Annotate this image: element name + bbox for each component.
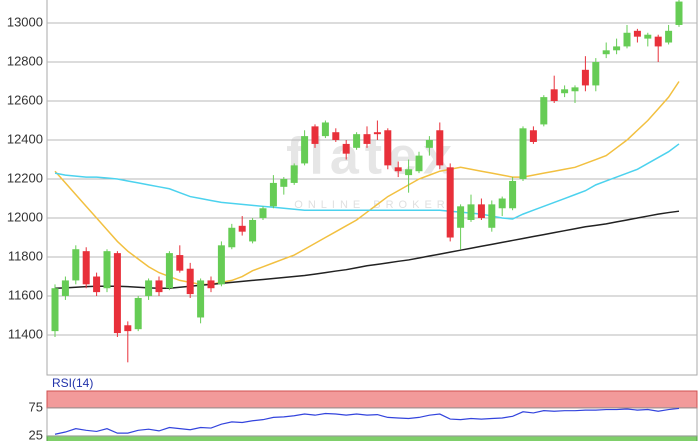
candle-body (103, 251, 111, 289)
candle-body (217, 245, 225, 285)
candle-body (529, 130, 537, 142)
candle-body (675, 1, 683, 25)
candle-body (186, 268, 194, 295)
candle-body (425, 140, 433, 148)
y-tick-label: 11600 (8, 287, 43, 302)
candle-body (280, 179, 288, 187)
candle-body (342, 143, 350, 154)
candle-body (155, 280, 163, 293)
candle-body (571, 87, 579, 92)
oversold-band (46, 435, 698, 441)
candle-body (488, 204, 496, 228)
moving-average-line (54, 143, 680, 220)
candle-body (550, 89, 558, 102)
candle-body (238, 225, 246, 232)
candle-body (124, 325, 132, 332)
candle-body (321, 122, 329, 137)
candle-body (301, 136, 309, 164)
candle-body (633, 30, 641, 37)
candle-body (353, 134, 361, 148)
candle-body (165, 253, 173, 289)
y-tick-label: 12800 (7, 53, 43, 68)
candle-body (82, 251, 90, 285)
candle-body (311, 126, 319, 144)
candle-body (602, 50, 610, 55)
candle-body (644, 34, 652, 39)
candle-body (446, 167, 454, 238)
y-tick-label: 12000 (7, 209, 43, 224)
y-tick-label: 75 (29, 399, 43, 414)
candle-body (228, 227, 236, 248)
y-tick-label: 12400 (7, 131, 43, 146)
candle-body (269, 182, 277, 207)
y-tick-label: 12600 (7, 92, 43, 107)
candle-body (613, 46, 621, 51)
candle-body (394, 167, 402, 172)
candle-body (405, 169, 413, 176)
rsi-title: RSI(14) (52, 376, 93, 390)
candle-body (561, 89, 569, 94)
main-plot-area (46, 0, 698, 376)
candle-body (113, 253, 121, 334)
y-tick-label: 11800 (8, 248, 43, 263)
candle-body (467, 204, 475, 220)
moving-average-line (54, 81, 680, 286)
candle-body (581, 69, 589, 86)
rsi-line (54, 407, 680, 435)
candle-body (519, 128, 527, 180)
candle-body (51, 288, 59, 332)
candle-body (249, 219, 257, 242)
candle-body (61, 280, 69, 297)
y-tick-label: 11400 (8, 326, 43, 341)
candle-body (436, 130, 444, 166)
candle-body (207, 280, 215, 289)
candle-body (145, 280, 153, 297)
candle-body (477, 204, 485, 219)
candle-body (509, 180, 517, 209)
overbought-band (46, 390, 698, 409)
y-tick-label: 25 (29, 427, 43, 441)
candle-body (290, 165, 298, 183)
plot-layer (51, 0, 683, 363)
candle-body (72, 249, 80, 281)
candle-body (540, 97, 548, 125)
candle-body (93, 276, 101, 293)
candle-body (665, 30, 673, 43)
candle-body (654, 36, 662, 47)
y-tick-label: 13000 (7, 14, 43, 29)
candle-body (197, 280, 205, 318)
candle-body (498, 198, 506, 209)
candle-body (415, 155, 423, 172)
candle-body (332, 132, 340, 141)
candle-body (373, 132, 381, 135)
candle-body (363, 134, 371, 144)
candle-body (623, 32, 631, 47)
candle-body (457, 206, 465, 228)
watermark: ONLINE BROKER (294, 199, 449, 211)
candle-body (176, 255, 184, 271)
candle-body (384, 130, 392, 166)
candle-body (259, 208, 267, 219)
candle-body (592, 62, 600, 86)
y-tick-label: 12200 (7, 170, 43, 185)
candle-body (134, 297, 142, 330)
